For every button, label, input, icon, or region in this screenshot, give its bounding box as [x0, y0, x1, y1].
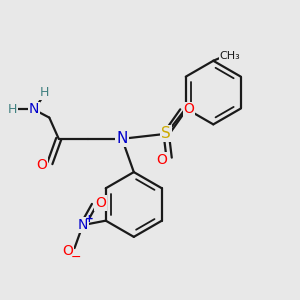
Text: O: O [183, 102, 194, 116]
Text: N: N [28, 102, 39, 116]
Text: O: O [63, 244, 74, 258]
Text: N: N [116, 131, 128, 146]
Text: −: − [71, 251, 82, 264]
Text: N: N [78, 218, 88, 232]
Text: H: H [40, 86, 50, 99]
Text: S: S [161, 126, 171, 141]
Text: O: O [36, 158, 47, 172]
Text: O: O [156, 153, 167, 167]
Text: CH₃: CH₃ [220, 51, 241, 62]
Text: O: O [95, 196, 106, 210]
Text: +: + [85, 214, 94, 224]
Text: H: H [8, 103, 17, 116]
